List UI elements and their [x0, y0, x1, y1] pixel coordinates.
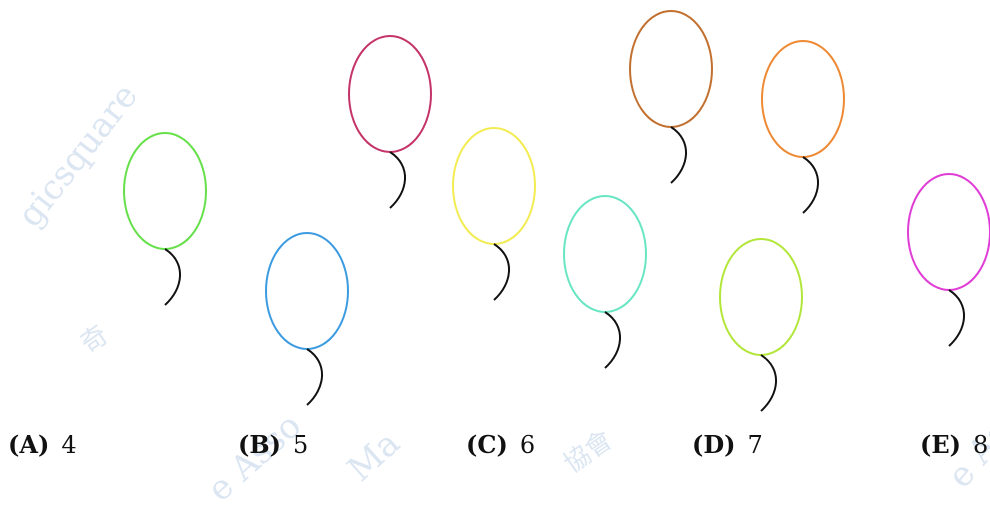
balloon-lime-string [760, 354, 777, 412]
option-letter: (B) [238, 430, 281, 459]
balloon-blue [265, 232, 349, 350]
balloon-crimson [348, 35, 432, 153]
option-d[interactable]: (D) 7 [692, 430, 763, 459]
balloon-brown-string [670, 126, 687, 184]
balloon-green-string [164, 248, 181, 306]
option-value: 7 [747, 431, 763, 459]
balloon-yellow-string [493, 243, 510, 301]
balloon-orange [761, 40, 845, 158]
option-value: 6 [519, 431, 536, 459]
balloon-magenta-string [948, 289, 965, 347]
balloon-green [123, 132, 207, 250]
option-value: 4 [61, 431, 77, 459]
option-value: 5 [293, 431, 309, 459]
answer-options: (A) 4 (B) 5 (C) 6 (D) 7 (E) 8 [0, 430, 990, 470]
balloon-figure [123, 10, 990, 412]
option-letter: (E) [920, 430, 962, 459]
balloon-aqua [563, 195, 647, 313]
option-c[interactable]: (C) 6 [466, 430, 535, 459]
option-letter: (A) [8, 430, 50, 459]
balloon-orange-string [802, 156, 819, 214]
balloon-aqua-string [604, 311, 621, 369]
option-letter: (C) [466, 430, 508, 459]
balloon-lime [719, 238, 803, 356]
balloon-crimson-string [389, 151, 406, 209]
balloon-yellow [452, 127, 536, 245]
option-value: 8 [973, 431, 989, 459]
option-b[interactable]: (B) 5 [238, 430, 308, 459]
option-e[interactable]: (E) 8 [920, 430, 988, 459]
option-a[interactable]: (A) 4 [8, 430, 77, 459]
option-letter: (D) [692, 430, 736, 459]
balloon-blue-string [306, 348, 323, 406]
balloon-magenta [907, 173, 990, 291]
balloon-brown [629, 10, 713, 128]
